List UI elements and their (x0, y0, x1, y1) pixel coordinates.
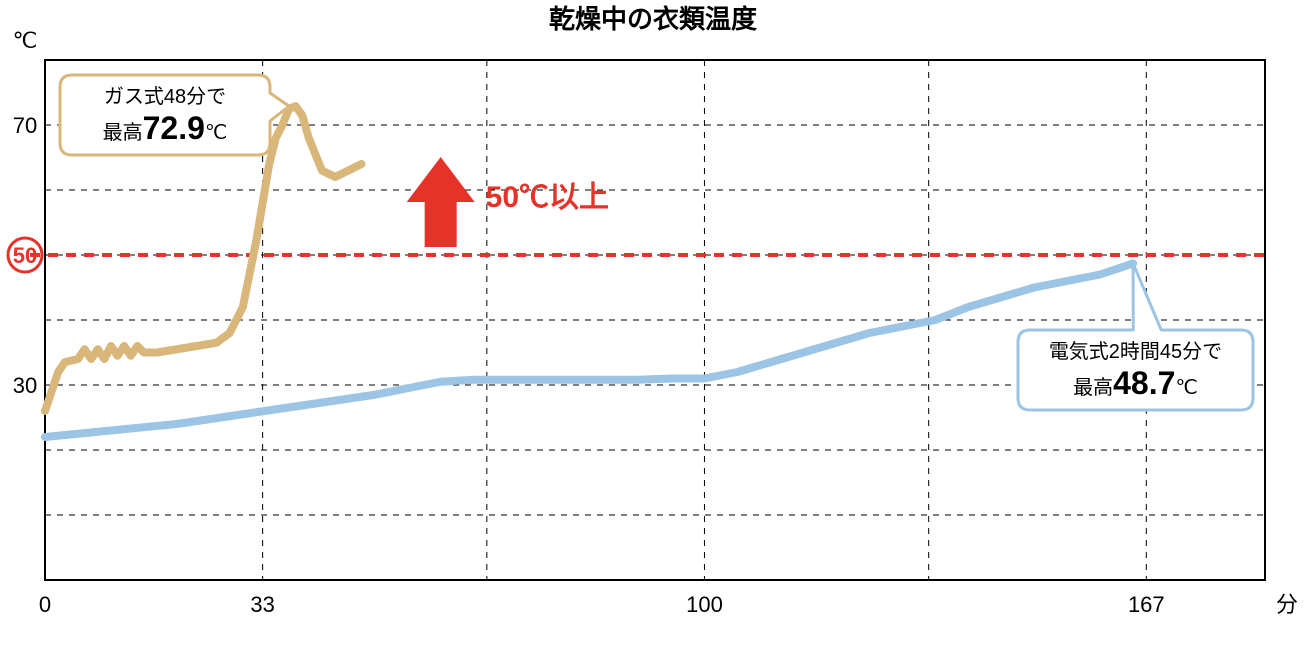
x-axis-unit: 分 (1276, 592, 1298, 617)
y-axis-unit: ℃ (13, 28, 38, 53)
x-tick-label: 167 (1128, 592, 1165, 617)
threshold-arrow-icon (407, 157, 475, 247)
x-tick-label: 0 (39, 592, 51, 617)
threshold-label: 50℃以上 (486, 181, 609, 214)
callout-line1: 電気式2時間45分で (1049, 340, 1222, 363)
chart-title: 乾燥中の衣類温度 (549, 4, 757, 34)
x-tick-label: 100 (686, 592, 723, 617)
y-tick-label: 50 (13, 243, 37, 268)
y-tick-label: 30 (13, 373, 37, 398)
x-tick-label: 33 (250, 592, 274, 617)
series-electric (45, 263, 1133, 437)
y-tick-label: 70 (13, 113, 37, 138)
chart-svg: 乾燥中の衣類温度℃305070分03310016750℃以上ガス式48分で最高7… (0, 0, 1306, 654)
callout-line1: ガス式48分で (104, 85, 226, 108)
chart-container: 乾燥中の衣類温度℃305070分03310016750℃以上ガス式48分で最高7… (0, 0, 1306, 654)
